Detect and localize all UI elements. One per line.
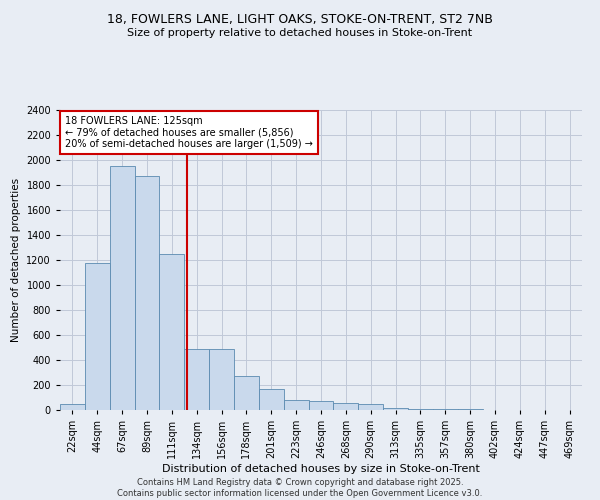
Text: Size of property relative to detached houses in Stoke-on-Trent: Size of property relative to detached ho… xyxy=(127,28,473,38)
Bar xyxy=(334,402,358,410)
Bar xyxy=(160,254,184,410)
X-axis label: Distribution of detached houses by size in Stoke-on-Trent: Distribution of detached houses by size … xyxy=(162,464,480,474)
Bar xyxy=(408,409,433,410)
Bar xyxy=(308,400,334,410)
Bar xyxy=(209,349,234,410)
Text: 18, FOWLERS LANE, LIGHT OAKS, STOKE-ON-TRENT, ST2 7NB: 18, FOWLERS LANE, LIGHT OAKS, STOKE-ON-T… xyxy=(107,12,493,26)
Bar xyxy=(358,404,383,410)
Bar xyxy=(60,404,85,410)
Text: Contains HM Land Registry data © Crown copyright and database right 2025.
Contai: Contains HM Land Registry data © Crown c… xyxy=(118,478,482,498)
Bar xyxy=(110,166,134,410)
Bar xyxy=(234,376,259,410)
Bar xyxy=(184,349,209,410)
Text: 18 FOWLERS LANE: 125sqm
← 79% of detached houses are smaller (5,856)
20% of semi: 18 FOWLERS LANE: 125sqm ← 79% of detache… xyxy=(65,116,313,149)
Bar xyxy=(259,389,284,410)
Bar xyxy=(284,400,308,410)
Bar xyxy=(383,408,408,410)
Bar xyxy=(85,263,110,410)
Bar xyxy=(134,176,160,410)
Y-axis label: Number of detached properties: Number of detached properties xyxy=(11,178,20,342)
